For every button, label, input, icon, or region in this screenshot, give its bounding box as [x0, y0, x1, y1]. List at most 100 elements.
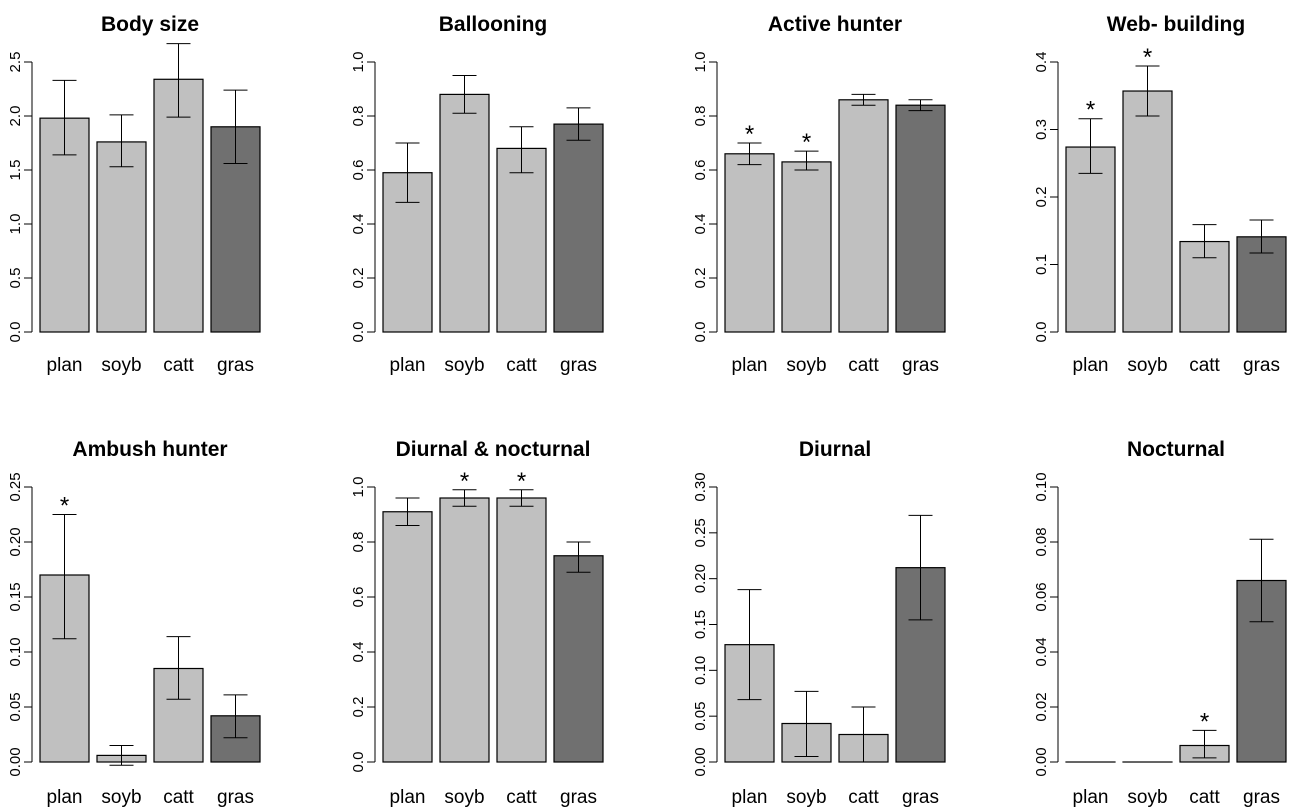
significance-asterisk: * [802, 129, 811, 156]
chart-panel-2: Ballooning 0.0 0.2 0.4 0.6 0.8 1.0 plan soyb catt… [350, 13, 604, 376]
y-tick-label: 0.00 [692, 747, 709, 776]
y-tick-label: 0.05 [692, 702, 709, 731]
y-tick-label: 0.1 [1033, 254, 1050, 275]
bar-gras [553, 123, 604, 333]
y-tick-label: 0.05 [7, 692, 24, 721]
significance-asterisk: * [1143, 44, 1152, 71]
y-tick-label: 0.8 [692, 106, 709, 127]
bar-soyb [781, 161, 832, 333]
x-tick-label: catt [1189, 355, 1220, 376]
chart-title: Ambush hunter [72, 438, 227, 461]
significance-asterisk: * [1200, 708, 1209, 735]
x-tick-label: plan [1073, 355, 1109, 376]
y-tick-label: 0.0 [350, 322, 367, 343]
y-tick-label: 0.00 [7, 747, 24, 776]
x-tick-label: plan [732, 787, 768, 808]
y-tick-label: 0.20 [692, 564, 709, 593]
y-tick-label: 0.4 [350, 642, 367, 663]
chart-panel-6: Diurnal & nocturnal 0.0 0.2 0.4 0.6 0.8 1.0 pla… [350, 438, 604, 808]
y-tick-label: 1.0 [692, 52, 709, 73]
x-tick-label: plan [47, 355, 83, 376]
x-tick-label: catt [506, 355, 537, 376]
y-tick-label: 0.00 [1033, 747, 1050, 776]
bar-catt [153, 78, 204, 333]
bar-gras [210, 126, 261, 333]
bar-plan [724, 153, 775, 333]
x-tick-label: catt [1189, 787, 1220, 808]
x-tick-label: catt [848, 355, 879, 376]
x-tick-label: gras [902, 355, 939, 376]
y-tick-label: 0.0 [7, 322, 24, 343]
y-tick-label: 0.6 [350, 587, 367, 608]
x-tick-label: catt [163, 355, 194, 376]
x-tick-label: soyb [444, 787, 484, 808]
x-tick-label: plan [390, 355, 426, 376]
significance-asterisk: * [60, 493, 69, 520]
y-tick-label: 0.30 [692, 472, 709, 501]
y-tick-label: 0.15 [7, 582, 24, 611]
chart-title: Diurnal [799, 438, 871, 461]
y-tick-label: 0.25 [7, 472, 24, 501]
bar-gras [895, 104, 946, 333]
x-tick-label: plan [732, 355, 768, 376]
y-tick-label: 0.4 [692, 214, 709, 235]
y-tick-label: 0.5 [7, 268, 24, 289]
x-tick-label: soyb [101, 787, 141, 808]
bar-plan [1065, 146, 1116, 333]
y-tick-label: 2.5 [7, 52, 24, 73]
y-tick-label: 0.08 [1033, 527, 1050, 556]
bar-plan [382, 511, 433, 763]
significance-asterisk: * [745, 121, 754, 148]
chart-panel-4: Web- building 0.0 0.1 0.2 0.3 0.4 * plan * soyb ca… [1033, 13, 1287, 376]
y-tick-label: 0.8 [350, 106, 367, 127]
y-tick-label: 0.6 [692, 160, 709, 181]
x-tick-label: gras [560, 355, 597, 376]
y-tick-label: 0.2 [1033, 187, 1050, 208]
y-tick-label: 0.10 [692, 656, 709, 685]
chart-panel-5: Ambush hunter 0.00 0.05 0.10 0.15 0.20 0.25 * pl… [7, 438, 261, 808]
bar-gras [553, 555, 604, 763]
x-tick-label: soyb [786, 355, 826, 376]
y-tick-label: 0.15 [692, 610, 709, 639]
significance-asterisk: * [460, 468, 469, 495]
chart-panel-1: Body size 0.0 0.5 1.0 1.5 2.0 2.5 plan soyb catt g… [7, 13, 261, 376]
panels: Body size 0.0 0.5 1.0 1.5 2.0 2.5 plan soyb catt g… [7, 13, 1287, 808]
y-tick-label: 0.02 [1033, 692, 1050, 721]
x-tick-label: gras [1243, 355, 1280, 376]
bar-catt [496, 147, 547, 333]
y-tick-label: 0.10 [1033, 472, 1050, 501]
x-tick-label: soyb [786, 787, 826, 808]
chart-title: Web- building [1107, 13, 1245, 36]
y-tick-label: 0.2 [350, 697, 367, 718]
x-tick-label: gras [217, 787, 254, 808]
significance-asterisk: * [517, 468, 526, 495]
y-tick-label: 1.5 [7, 160, 24, 181]
y-tick-label: 0.4 [1033, 52, 1050, 73]
chart-title: Body size [101, 13, 199, 36]
bar-catt [496, 497, 547, 763]
bar-soyb [96, 141, 147, 333]
chart-title: Nocturnal [1127, 438, 1225, 461]
y-tick-label: 0.2 [350, 268, 367, 289]
y-tick-label: 0.2 [692, 268, 709, 289]
y-tick-label: 0.04 [1033, 637, 1050, 666]
y-tick-label: 1.0 [7, 214, 24, 235]
x-tick-label: plan [47, 787, 83, 808]
y-tick-label: 0.4 [350, 214, 367, 235]
chart-title: Active hunter [768, 13, 902, 36]
x-tick-label: gras [560, 787, 597, 808]
y-tick-label: 0.25 [692, 518, 709, 547]
x-tick-label: soyb [1127, 355, 1167, 376]
significance-asterisk: * [1086, 97, 1095, 124]
y-tick-label: 0.3 [1033, 119, 1050, 140]
x-tick-label: gras [217, 355, 254, 376]
chart-title: Ballooning [439, 13, 548, 36]
x-tick-label: catt [506, 787, 537, 808]
x-tick-label: plan [390, 787, 426, 808]
x-tick-label: gras [1243, 787, 1280, 808]
chart-panel-7: Diurnal 0.00 0.05 0.10 0.15 0.20 0.25 0.30 plan s… [692, 438, 946, 808]
y-tick-label: 2.0 [7, 106, 24, 127]
bar-catt [838, 99, 889, 333]
y-tick-label: 0.8 [350, 532, 367, 553]
